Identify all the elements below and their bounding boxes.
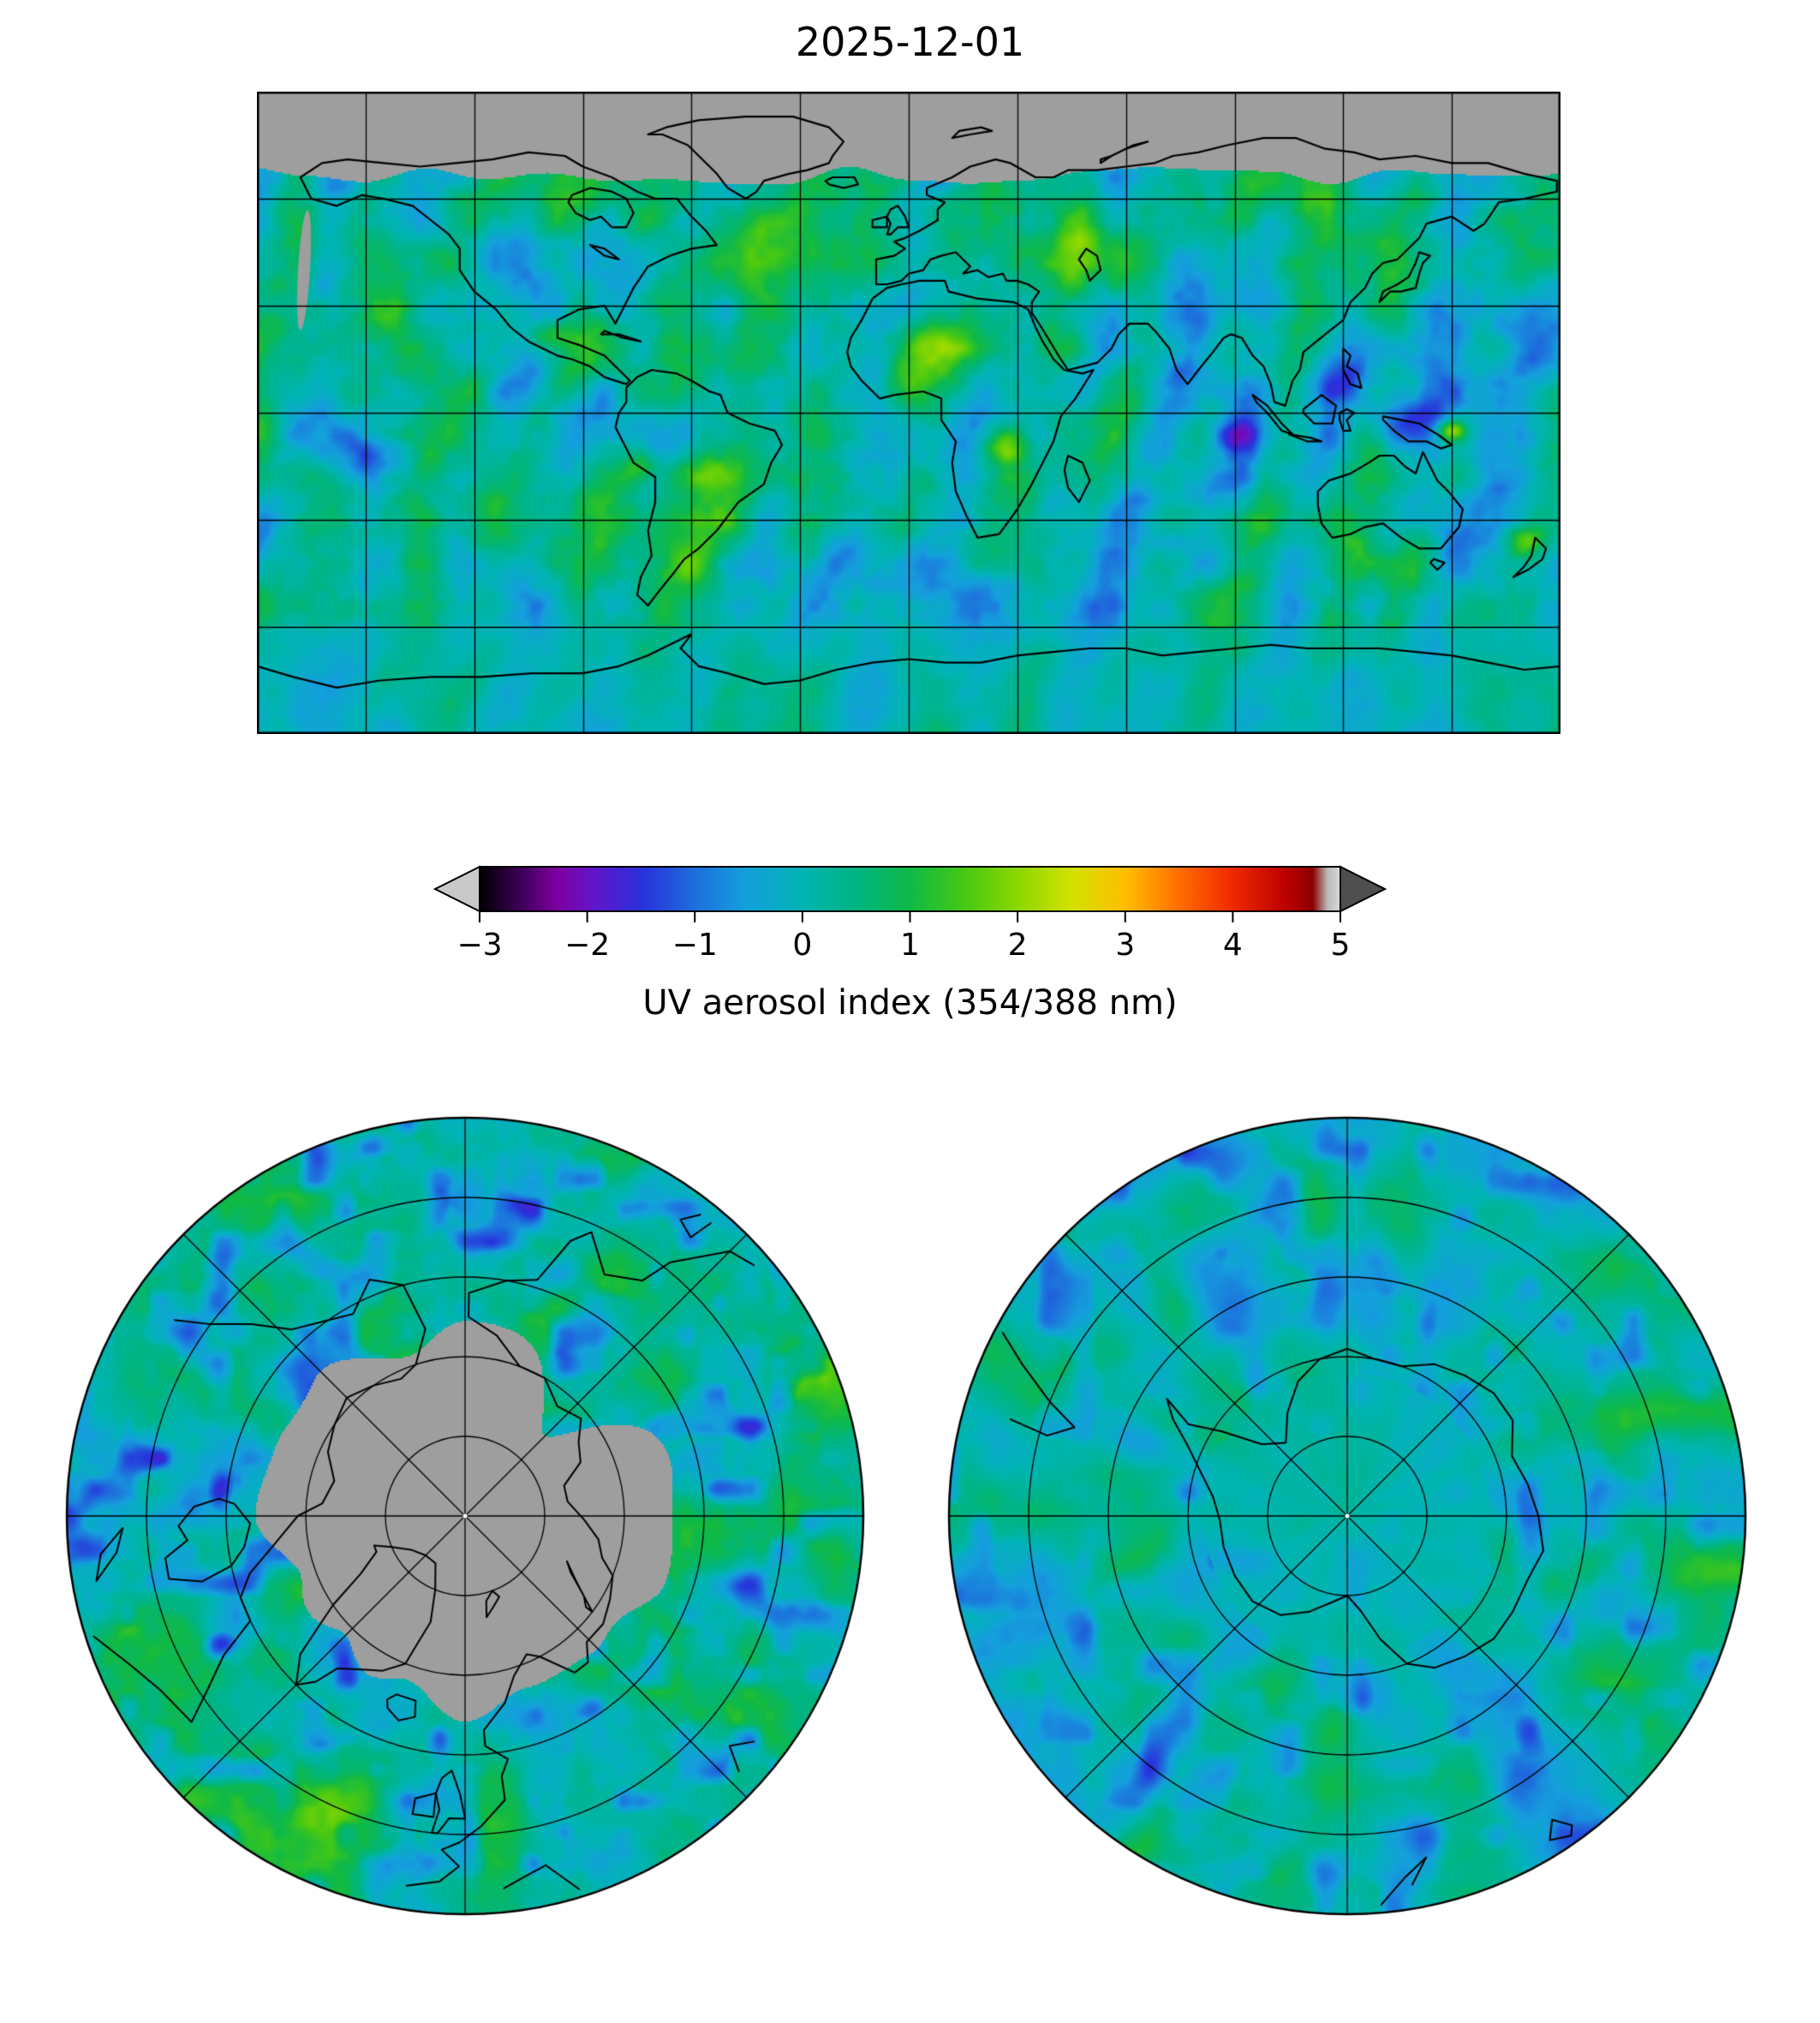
figure-title: 2025-12-01 — [795, 19, 1025, 65]
colorbar-tick-label: 3 — [1115, 928, 1135, 963]
north-polar-map-canvas — [64, 1115, 866, 1917]
south-polar-map-canvas — [946, 1115, 1748, 1917]
colorbar-over-arrow — [1340, 865, 1387, 913]
colorbar: −3 −2 −1 0 1 2 3 4 5 — [433, 865, 1387, 963]
colorbar-tick-label: −2 — [564, 928, 610, 963]
global-map-canvas — [257, 92, 1560, 734]
colorbar-tick-label: 4 — [1223, 928, 1243, 963]
colorbar-tick-label: 5 — [1331, 928, 1351, 963]
colorbar-tick-label: 1 — [900, 928, 920, 963]
colorbar-tick-label: 2 — [1008, 928, 1028, 963]
colorbar-label: UV aerosol index (354/388 nm) — [642, 983, 1178, 1023]
colorbar-under-arrow — [433, 865, 480, 913]
colorbar-ticks: −3 −2 −1 0 1 2 3 4 5 — [456, 911, 1350, 963]
colorbar-tick-label: −1 — [672, 928, 718, 963]
colorbar-tick-label: 0 — [792, 928, 812, 963]
colorbar-tick-label: −3 — [456, 928, 502, 963]
colorbar-gradient-bar — [479, 866, 1341, 912]
